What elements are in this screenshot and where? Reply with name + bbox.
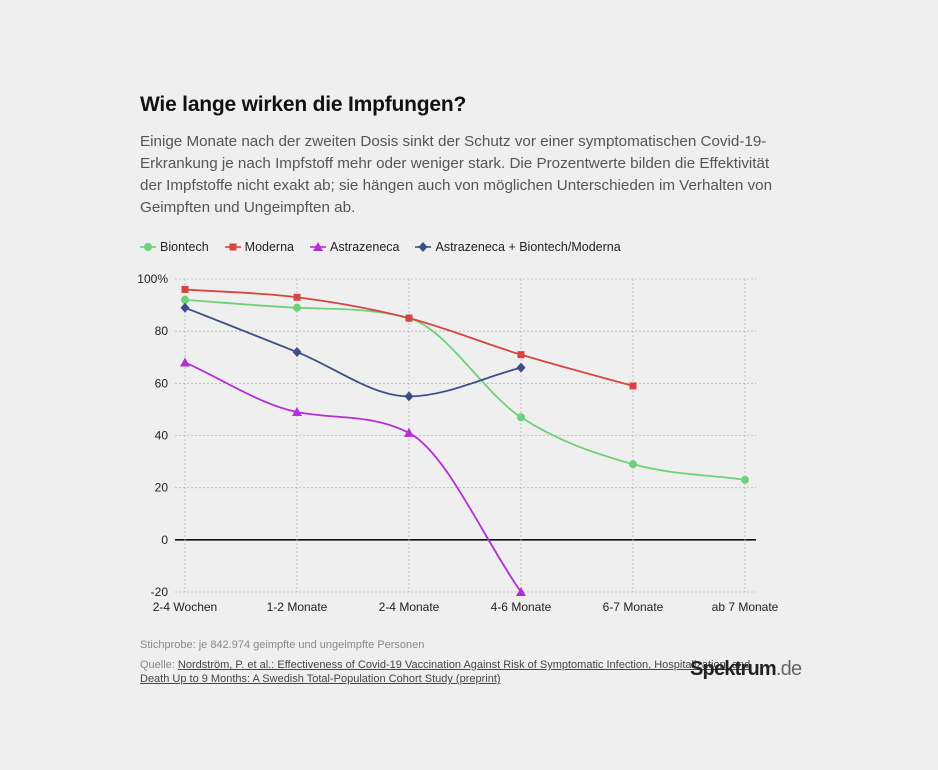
- brand-suffix: .de: [775, 658, 802, 680]
- chart-footer: Stichprobe: je 842.974 geimpfte und unge…: [140, 638, 780, 686]
- legend-item: Astrazeneca + Biontech/Moderna: [415, 240, 621, 254]
- legend-marker-triangle: [310, 242, 326, 251]
- series-astrazeneca: [180, 357, 526, 596]
- data-point: [180, 302, 190, 313]
- data-point: [180, 357, 190, 367]
- data-point: [292, 347, 302, 358]
- legend-item: Astrazeneca: [310, 240, 399, 254]
- legend-symbol: [144, 243, 152, 251]
- x-tick-label: 6-7 Monate: [603, 600, 664, 614]
- data-point: [293, 293, 301, 301]
- data-point: [517, 413, 525, 422]
- x-tick-label: 4-6 Monate: [491, 600, 552, 614]
- legend-symbol: [418, 242, 428, 252]
- x-tick-label: 2-4 Monate: [379, 600, 440, 614]
- data-point: [181, 285, 189, 293]
- legend-item: Biontech: [140, 240, 209, 254]
- legend-label: Astrazeneca: [330, 240, 400, 254]
- x-tick-label: 2-4 Wochen: [153, 600, 217, 614]
- y-tick-label: 60: [155, 376, 169, 390]
- data-point: [741, 475, 749, 484]
- legend-marker-square: [224, 243, 241, 251]
- y-tick-label: 20: [155, 481, 169, 495]
- data-point: [517, 351, 525, 359]
- data-point: [404, 427, 414, 437]
- data-point: [181, 295, 189, 304]
- data-point: [405, 314, 413, 322]
- series-astrazeneca-biontech-moderna: [180, 302, 526, 402]
- legend-item: Moderna: [224, 240, 294, 254]
- data-point: [292, 407, 302, 417]
- legend-label: Astrazeneca + Biontech/Moderna: [435, 240, 621, 254]
- series-biontech: [181, 295, 749, 484]
- data-point: [516, 587, 526, 596]
- data-point: [516, 362, 526, 373]
- source-link[interactable]: Nordström, P. et al.: Effectiveness of C…: [140, 659, 751, 685]
- series-line: [184, 361, 522, 593]
- series-line: [184, 298, 746, 481]
- chart-subtitle: Einige Monate nach der zweiten Dosis sin…: [140, 133, 773, 216]
- series-moderna: [181, 285, 637, 390]
- legend-marker-circle: [140, 243, 156, 251]
- brand-logo: Spektrum.de: [690, 658, 802, 681]
- data-point: [629, 382, 637, 390]
- y-tick-label: 100%: [137, 272, 168, 286]
- x-tick-label: 1-2 Monate: [267, 600, 328, 614]
- legend-label: Biontech: [160, 240, 209, 254]
- brand-name: Spektrum: [690, 658, 777, 680]
- legend-label: Moderna: [244, 240, 294, 254]
- chart-legend: Biontech Moderna Astrazeneca Astrazeneca + …: [140, 240, 621, 254]
- data-point: [404, 391, 414, 402]
- chart-title: Wie lange wirken die Impfungen?: [140, 93, 467, 116]
- y-tick-label: -20: [151, 585, 169, 599]
- legend-marker-diamond: [415, 242, 432, 252]
- y-tick-label: 40: [155, 429, 169, 443]
- y-tick-label: 0: [161, 533, 168, 547]
- data-point: [629, 460, 637, 469]
- series-line: [184, 306, 522, 398]
- source-prefix: Quelle:: [140, 659, 178, 671]
- source-note: Quelle: Nordström, P. et al.: Effectiven…: [140, 658, 780, 686]
- sample-note: Stichprobe: je 842.974 geimpfte und unge…: [140, 639, 425, 651]
- x-tick-label: ab 7 Monate: [712, 600, 779, 614]
- y-tick-label: 80: [155, 324, 169, 338]
- legend-symbol: [313, 242, 323, 251]
- legend-symbol: [229, 243, 237, 251]
- data-point: [293, 303, 301, 312]
